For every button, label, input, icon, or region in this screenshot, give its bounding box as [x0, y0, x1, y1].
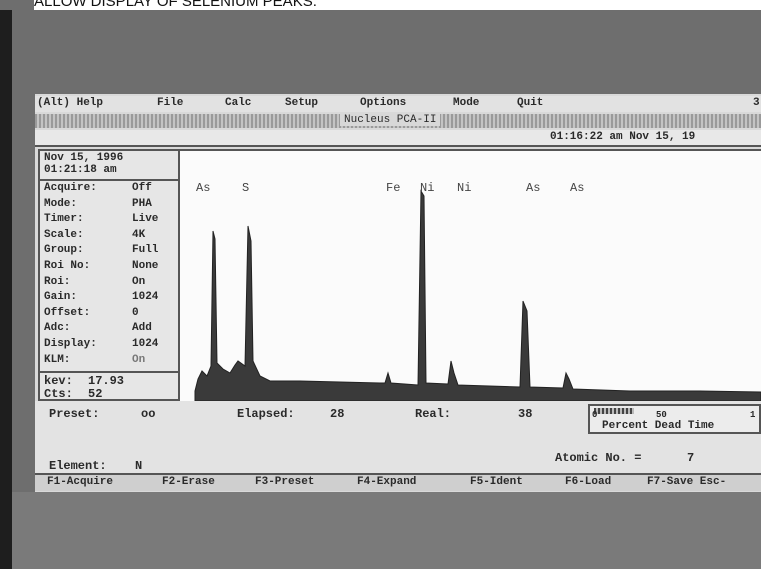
preset-label: Preset:	[49, 407, 99, 421]
function-key: F7-Save Esc-	[647, 476, 726, 488]
setting-label: Gain:	[44, 291, 77, 303]
setting-label: Timer:	[44, 213, 84, 225]
menu-item: 3	[753, 97, 760, 109]
element-value: N	[135, 459, 142, 473]
menu-item: Calc	[225, 97, 251, 109]
menu-item: Quit	[517, 97, 543, 109]
menu-item: File	[157, 97, 183, 109]
caption: ALLOW DISPLAY OF SELENIUM PEAKS.	[34, 0, 761, 10]
function-key: F1-Acquire	[47, 476, 113, 488]
divider	[40, 371, 178, 373]
cts-label: Cts:	[44, 387, 73, 401]
setting-value: PHA	[132, 198, 152, 210]
menu-item: Mode	[453, 97, 479, 109]
setting-value: On	[132, 276, 145, 288]
real-value: 38	[518, 407, 532, 421]
setting-label: Adc:	[44, 322, 70, 334]
setting-value: 4K	[132, 229, 145, 241]
dead-time-gauge: 0 50 1 Percent Dead Time	[588, 404, 761, 434]
peak-label: Ni	[420, 181, 434, 195]
gauge-label: Percent Dead Time	[602, 420, 714, 432]
setting-value: 1024	[132, 291, 158, 303]
function-key: F2-Erase	[162, 476, 215, 488]
elapsed-label: Elapsed:	[237, 407, 295, 421]
setting-value: Add	[132, 322, 152, 334]
title-bar: Nucleus PCA-II	[35, 114, 761, 128]
setting-label: Display:	[44, 338, 97, 350]
cts-value: 52	[88, 387, 102, 401]
setting-value: Live	[132, 213, 158, 225]
gauge-tick: 1	[750, 410, 755, 420]
gauge-bar	[594, 408, 634, 414]
menu-item: Setup	[285, 97, 318, 109]
peak-label: As	[196, 181, 210, 195]
real-label: Real:	[415, 407, 451, 421]
element-label: Element:	[49, 459, 107, 473]
peak-label: As	[570, 181, 584, 195]
setting-label: Roi:	[44, 276, 70, 288]
function-key: F6-Load	[565, 476, 611, 488]
peak-label: As	[526, 181, 540, 195]
setting-label: Group:	[44, 244, 84, 256]
spectrum	[195, 191, 761, 401]
date: Nov 15, 1996	[44, 152, 123, 164]
atomic-value: 7	[687, 451, 694, 465]
function-key: F5-Ident	[470, 476, 523, 488]
setting-value: On	[132, 354, 145, 366]
setting-label: Offset:	[44, 307, 90, 319]
peak-label: S	[242, 181, 249, 195]
setting-value: None	[132, 260, 158, 272]
setting-label: Roi No:	[44, 260, 90, 272]
setting-label: KLM:	[44, 354, 70, 366]
setting-label: Scale:	[44, 229, 84, 241]
setting-label: Mode:	[44, 198, 77, 210]
kev-label: kev:	[44, 374, 73, 388]
menu-item: Options	[360, 97, 406, 109]
spectrum-plot: As S Fe Ni Ni As As	[180, 149, 761, 401]
function-key: F4-Expand	[357, 476, 416, 488]
setting-value: 1024	[132, 338, 158, 350]
time: 01:21:18 am	[44, 164, 117, 176]
peak-label: Fe	[386, 181, 400, 195]
gauge-tick: 50	[656, 410, 667, 420]
menu-bar: (Alt) Help File Calc Setup Options Mode Quit 3	[35, 96, 761, 112]
status-panel: Nov 15, 1996 01:21:18 am kev: 17.93 Cts:…	[38, 149, 180, 401]
photo-bottom	[12, 492, 761, 569]
menu-item: (Alt) Help	[37, 97, 103, 109]
atomic-label: Atomic No. =	[555, 451, 641, 465]
kev-value: 17.93	[88, 374, 124, 388]
setting-value: 0	[132, 307, 139, 319]
setting-value: Off	[132, 182, 152, 194]
peak-label: Ni	[457, 181, 471, 195]
page: ALLOW DISPLAY OF SELENIUM PEAKS. (Alt) H…	[0, 0, 761, 569]
window-title: Nucleus PCA-II	[340, 114, 440, 126]
function-keys: F1-Acquire F2-Erase F3-Preset F4-Expand F5-I…	[35, 473, 761, 491]
photo-edge	[0, 10, 12, 569]
function-key: F3-Preset	[255, 476, 314, 488]
setting-value: Full	[132, 244, 158, 256]
clock: 01:16:22 am Nov 15, 19	[550, 131, 695, 143]
setting-label: Acquire:	[44, 182, 97, 194]
clock-row: 01:16:22 am Nov 15, 19	[35, 130, 761, 147]
gauge-tick: 0	[592, 410, 597, 420]
preset-value: oo	[141, 407, 155, 421]
elapsed-value: 28	[330, 407, 344, 421]
